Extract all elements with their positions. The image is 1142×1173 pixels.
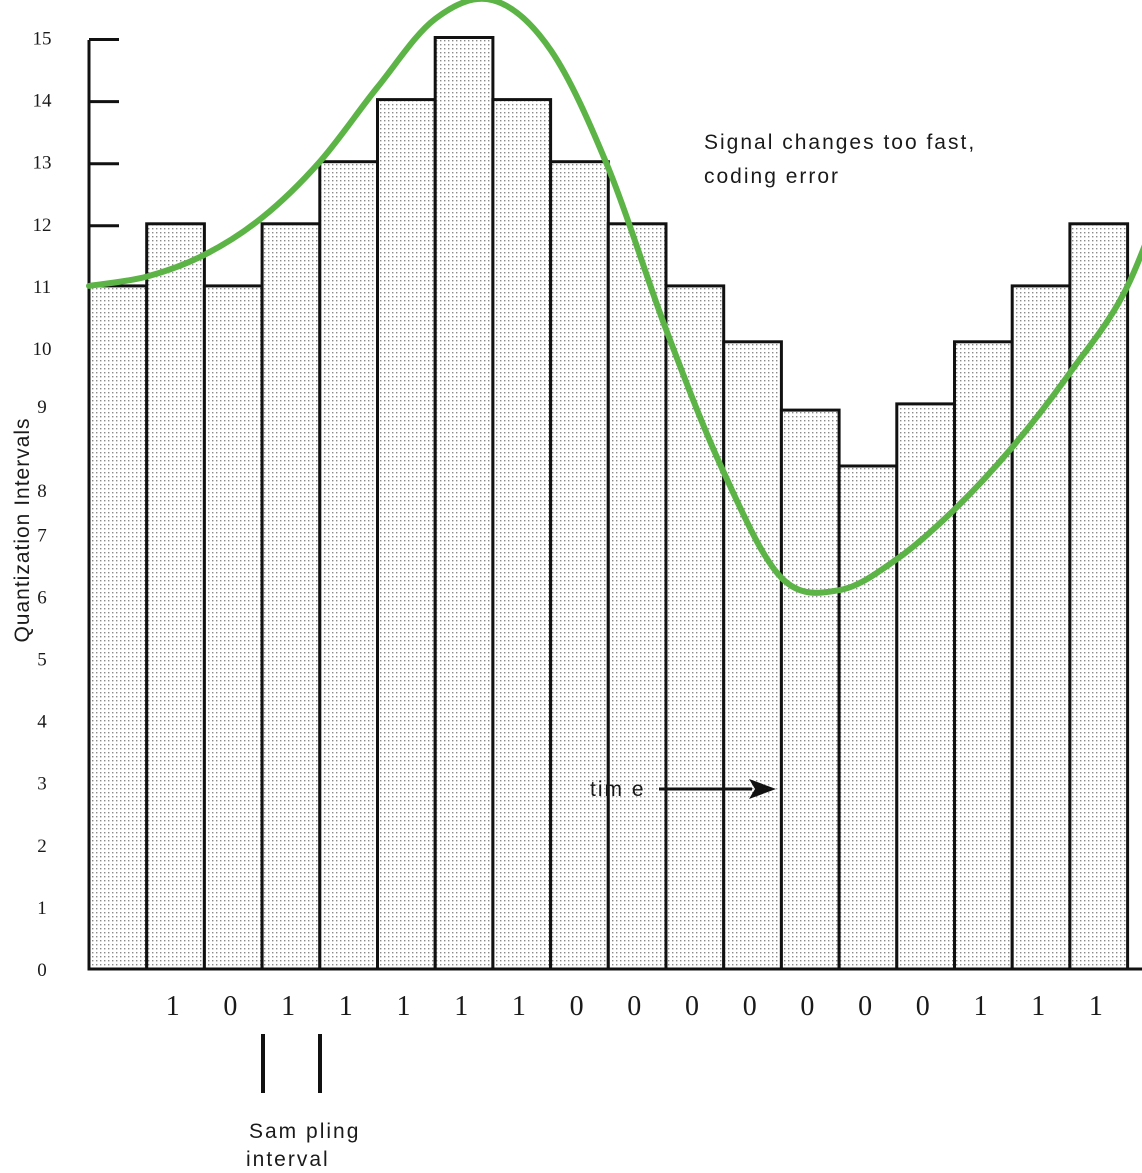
quantized-bar <box>549 160 610 971</box>
bit-label: 1 <box>166 991 180 1022</box>
bit-label: 0 <box>858 991 872 1022</box>
bit-labels: 1 0 1 1 1 1 1 0 0 0 0 0 0 0 1 1 1 <box>166 991 1103 1022</box>
quantized-bar <box>606 222 668 971</box>
error-annotation-line1: Signal changes too fast, <box>704 131 976 154</box>
y-tick-label: 0 <box>37 960 47 981</box>
quantized-bar <box>837 464 899 971</box>
sampling-interval-marker <box>261 1034 322 1093</box>
bit-label: 1 <box>512 991 526 1022</box>
y-tick-label: 13 <box>33 153 52 174</box>
bit-label: 0 <box>685 991 699 1022</box>
y-tick-label: 4 <box>37 712 47 733</box>
quantized-bar <box>376 98 437 971</box>
y-tick-label: 5 <box>37 650 47 671</box>
quantized-bar <box>202 284 264 971</box>
y-tick-label: 7 <box>37 525 47 546</box>
y-tick-label: 8 <box>37 481 47 502</box>
quantized-bar <box>779 408 841 971</box>
y-tick-label: 11 <box>33 277 51 298</box>
y-tick-label: 14 <box>33 91 53 112</box>
time-label: tim e <box>590 778 646 801</box>
quantized-bar <box>433 36 495 971</box>
quantized-bar <box>1068 222 1130 971</box>
bit-label: 0 <box>223 991 237 1022</box>
y-tick-label: 9 <box>37 397 47 418</box>
bit-label: 0 <box>627 991 641 1022</box>
sampling-label-line2: interval <box>246 1148 330 1171</box>
quantized-bar <box>87 284 149 971</box>
y-tick-label: 6 <box>37 587 47 608</box>
error-annotation-line2: coding error <box>704 165 840 188</box>
quantized-bar <box>953 340 1014 971</box>
bit-label: 0 <box>743 991 757 1022</box>
quantized-bar <box>318 160 379 971</box>
bit-label: 1 <box>454 991 468 1022</box>
y-tick-label: 2 <box>37 836 47 857</box>
y-tick-label: 10 <box>33 339 52 360</box>
y-axis-title: Quantization Intervals <box>11 417 34 642</box>
bit-label: 1 <box>1031 991 1045 1022</box>
signal-curve <box>86 0 1142 596</box>
bit-label: 1 <box>1089 991 1103 1022</box>
quantized-bar <box>491 98 553 971</box>
y-tick-label: 12 <box>33 215 52 236</box>
bit-label: 1 <box>281 991 295 1022</box>
y-tick-label: 15 <box>33 29 52 50</box>
quantized-bar <box>145 222 206 971</box>
bit-label: 1 <box>974 991 988 1022</box>
y-tick-label: 3 <box>37 774 47 795</box>
quantized-bars <box>87 36 1130 971</box>
quantized-bar <box>260 222 322 971</box>
bit-label: 0 <box>800 991 814 1022</box>
time-arrow-icon <box>659 779 776 799</box>
quantized-bar <box>722 340 783 971</box>
bit-label: 0 <box>570 991 584 1022</box>
signal-curve-group <box>86 0 1142 596</box>
bit-label: 1 <box>339 991 353 1022</box>
quantized-bar <box>664 284 726 971</box>
sampling-label-line1: Sam pling <box>249 1120 360 1143</box>
y-tick-label: 1 <box>37 898 47 919</box>
bit-label: 0 <box>916 991 930 1022</box>
bit-label: 1 <box>397 991 411 1022</box>
quantized-bar <box>895 402 956 971</box>
